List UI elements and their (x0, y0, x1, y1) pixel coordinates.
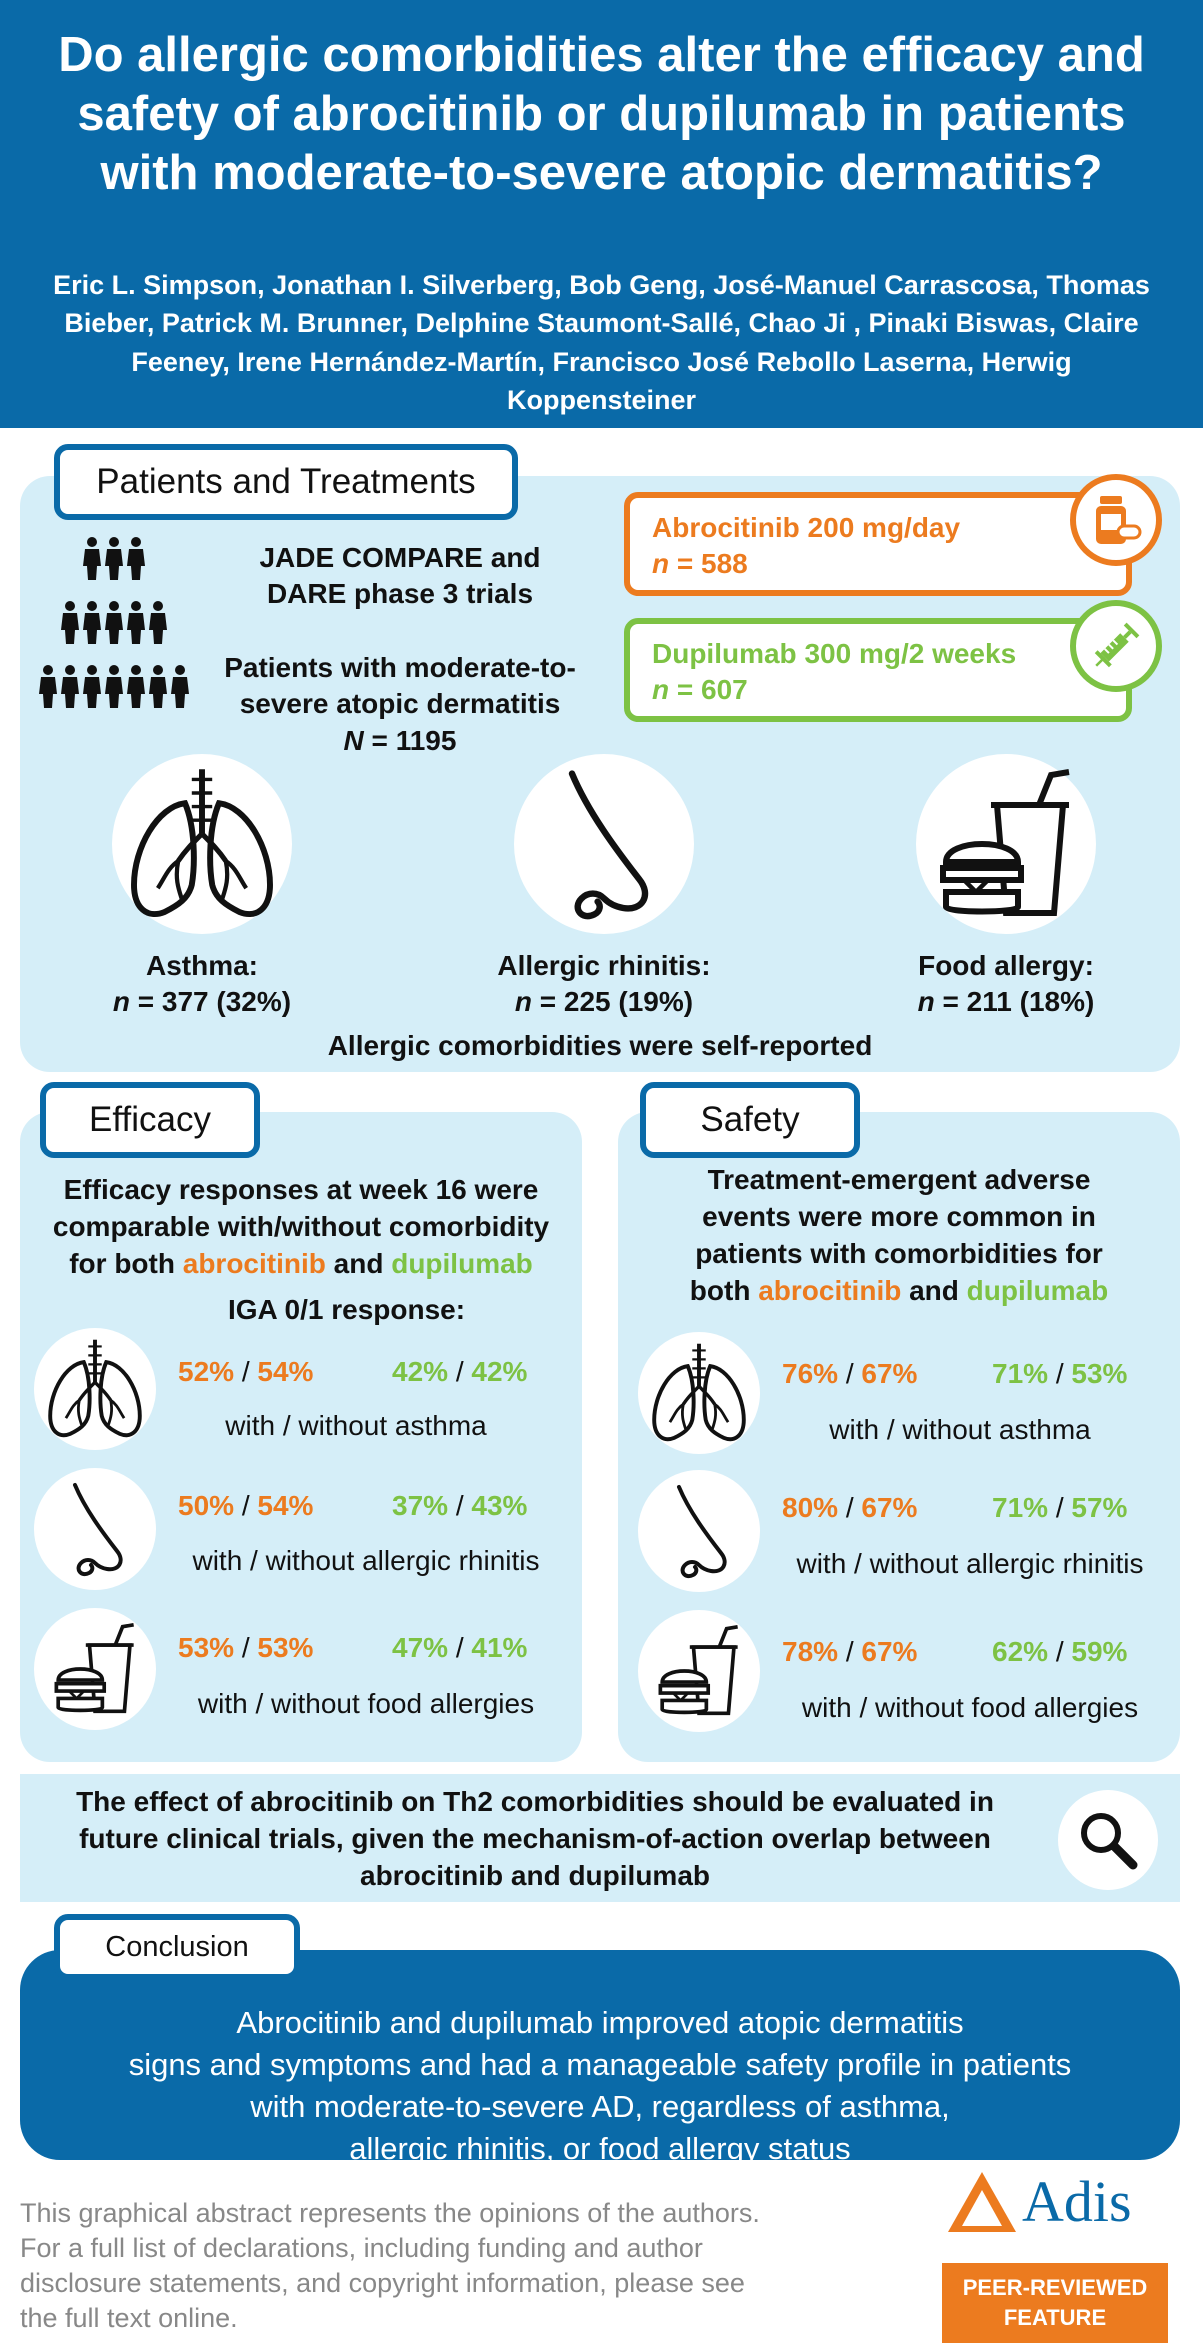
food-allergy-count: Food allergy: n = 211 (18%) (917, 950, 1095, 1018)
nose-icon (514, 754, 694, 934)
nose-icon (34, 1468, 156, 1590)
safety-intro: Treatment-emergent adverse events were m… (689, 1164, 1109, 1306)
efficacy-dupilumab-rhinitis: 37% / 43% (392, 1490, 528, 1521)
iga-label: IGA 0/1 response: (228, 1294, 466, 1325)
efficacy-dupilumab-food: 47% / 41% (392, 1632, 528, 1663)
pill-bottle-icon (1070, 474, 1162, 566)
efficacy-abrocitinib-asthma: 52% / 54% (178, 1356, 314, 1387)
magnifier-icon (1058, 1790, 1158, 1890)
tab-label: Patients and Treatments (96, 462, 476, 501)
safety-dupilumab-food: 62% / 59% (992, 1636, 1128, 1667)
page-title: Do allergic comorbidities alter the effi… (58, 28, 1145, 200)
self-reported-note: Allergic comorbidities were self-reporte… (327, 1030, 873, 1061)
safety-caption-rhinitis: with / without allergic rhinitis (796, 1548, 1144, 1579)
efficacy-caption-rhinitis: with / without allergic rhinitis (192, 1545, 540, 1576)
food-icon (638, 1610, 760, 1732)
conclusion-box: Abrocitinib and dupilumab improved atopi… (20, 1950, 1180, 2166)
rhinitis-count: Allergic rhinitis: n = 225 (19%) (497, 950, 711, 1018)
food-icon (34, 1608, 156, 1730)
efficacy-abrocitinib-food: 53% / 53% (178, 1632, 314, 1663)
safety-abrocitinib-asthma: 76% / 67% (782, 1358, 918, 1389)
future-research-text: The effect of abrocitinib on Th2 comorbi… (76, 1786, 994, 1891)
population-text: Patients with moderate-to- severe atopic… (224, 652, 576, 756)
brand-name: Adis (1022, 2169, 1132, 2234)
lungs-icon (112, 754, 292, 934)
tab-label: Efficacy (89, 1100, 211, 1139)
lungs-icon (34, 1328, 156, 1450)
tab-safety: Safety (640, 1082, 860, 1158)
asthma-count: Asthma: n = 377 (32%) (112, 950, 292, 1018)
tab-label: Safety (700, 1100, 800, 1139)
safety-caption-asthma: with / without asthma (829, 1414, 1091, 1445)
safety-dupilumab-rhinitis: 71% / 57% (992, 1492, 1128, 1523)
author-list: Eric L. Simpson, Jonathan I. Silverberg,… (53, 270, 1150, 415)
efficacy-intro: Efficacy responses at week 16 were compa… (52, 1174, 550, 1279)
efficacy-abrocitinib-rhinitis: 50% / 54% (178, 1490, 314, 1521)
tab-efficacy: Efficacy (40, 1082, 260, 1158)
nose-icon (638, 1470, 760, 1592)
safety-abrocitinib-rhinitis: 80% / 67% (782, 1492, 918, 1523)
safety-abrocitinib-food: 78% / 67% (782, 1636, 918, 1667)
food-icon (916, 754, 1096, 934)
lungs-icon (638, 1332, 760, 1454)
tab-patients-and-treatments: Patients and Treatments (54, 444, 518, 520)
efficacy-caption-asthma: with / without asthma (225, 1410, 487, 1441)
safety-dupilumab-asthma: 71% / 53% (992, 1358, 1128, 1389)
efficacy-caption-food: with / without food allergies (197, 1688, 535, 1719)
efficacy-dupilumab-asthma: 42% / 42% (392, 1356, 528, 1387)
tab-conclusion: Conclusion (54, 1914, 300, 1980)
disclaimer-text: This graphical abstract represents the o… (20, 2198, 760, 2334)
adis-logo: Adis (946, 2166, 1176, 2246)
abrocitinib-arm-box: Abrocitinib 200 mg/day n = 588 (624, 492, 1132, 596)
people-group-icon (39, 537, 189, 708)
header-banner: Do allergic comorbidities alter the effi… (0, 0, 1203, 428)
dupilumab-arm-box: Dupilumab 300 mg/2 weeks n = 607 (624, 618, 1132, 722)
peer-reviewed-badge: PEER-REVIEWED FEATURE (942, 2263, 1168, 2343)
future-research-box (20, 1774, 1180, 1902)
syringe-icon (1070, 600, 1162, 692)
trials-text: JADE COMPARE and DARE phase 3 trials (259, 542, 541, 610)
tab-label: Conclusion (105, 1930, 249, 1963)
safety-caption-food: with / without food allergies (801, 1692, 1139, 1723)
